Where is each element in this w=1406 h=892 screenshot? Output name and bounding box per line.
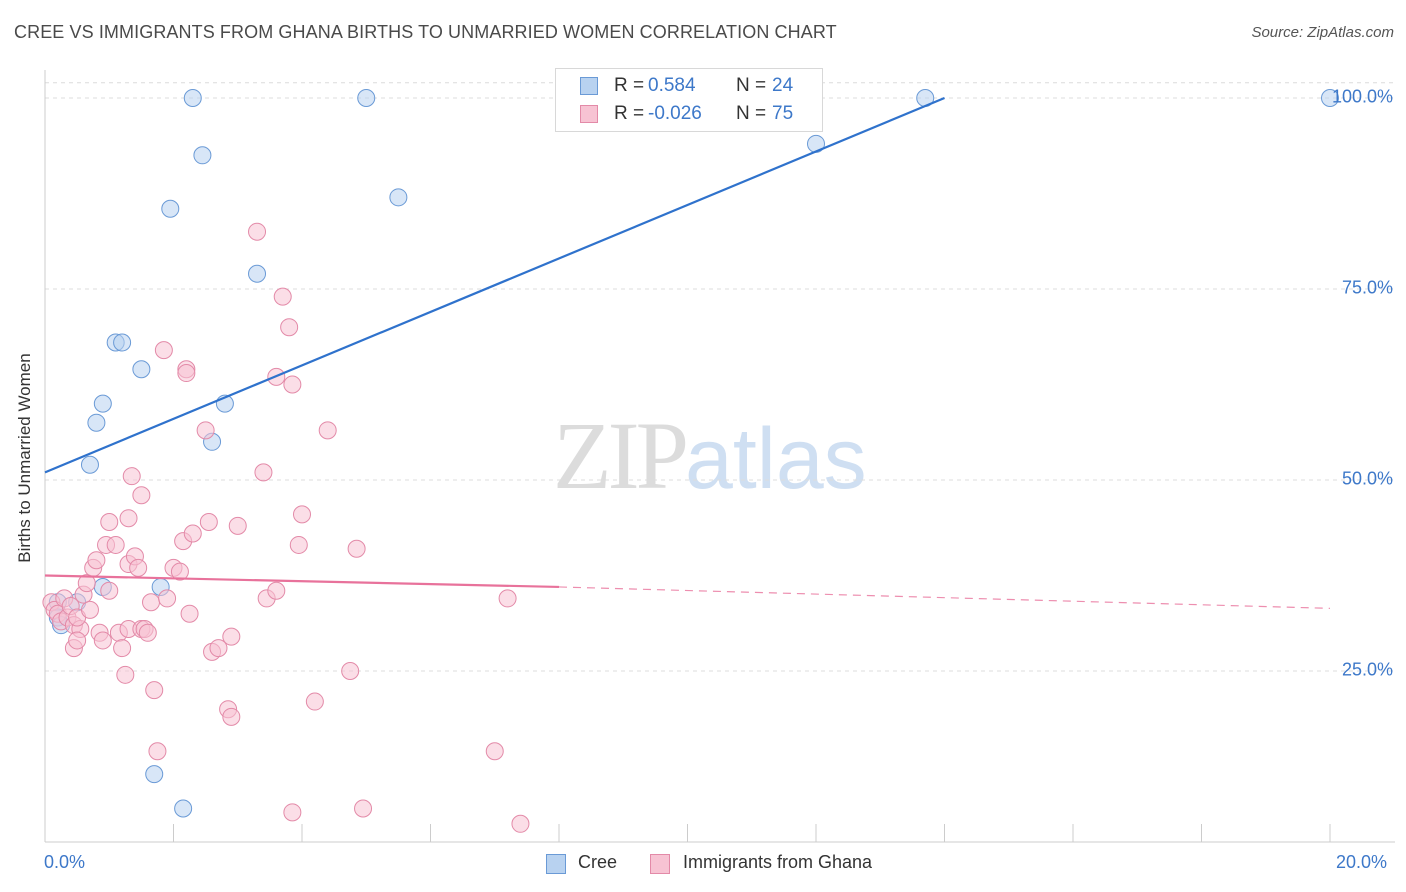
axes <box>44 70 1395 843</box>
r-label: R = <box>614 75 645 96</box>
n-value: 24 <box>772 75 794 96</box>
ghana-point <box>148 742 167 761</box>
ghana-point <box>209 639 228 658</box>
ghana-point <box>354 799 373 818</box>
ghana-point <box>129 558 148 577</box>
ghana-point <box>318 421 337 440</box>
bottom-legend-ghana-label: Immigrants from Ghana <box>683 852 873 872</box>
r-value: -0.026 <box>648 103 702 124</box>
ghana-point <box>222 627 241 646</box>
ghana-point <box>254 463 273 482</box>
ghana-point <box>100 513 119 532</box>
r-label: R = <box>614 103 645 124</box>
ghana-points <box>42 222 530 833</box>
cree-point <box>93 394 112 413</box>
cree-point <box>113 333 132 352</box>
ghana-point <box>289 535 308 554</box>
ghana-point <box>283 375 302 394</box>
x-tick-label-min: 0.0% <box>44 852 86 872</box>
ghana-point <box>177 364 196 383</box>
ghana-point <box>116 665 135 684</box>
ghana-point <box>199 513 218 532</box>
ghana-point <box>293 505 311 524</box>
cree-point <box>193 146 212 165</box>
ghana-trend-line-extension <box>558 586 1331 609</box>
source-label: Source: ZipAtlas.com <box>1251 24 1394 41</box>
cree-point <box>183 89 202 107</box>
gridlines <box>45 82 1395 672</box>
ghana-point <box>196 421 215 440</box>
ghana-point <box>498 589 517 608</box>
y-axis-label: Births to Unmarried Women <box>15 353 34 563</box>
y-tick-label: 100.0% <box>1331 86 1393 107</box>
ghana-point <box>93 631 112 650</box>
ghana-point <box>273 287 292 306</box>
cree-point <box>80 455 99 474</box>
ghana-point <box>267 581 286 600</box>
ghana-point <box>305 692 324 711</box>
ghana-point <box>248 222 267 241</box>
ghana-point <box>180 604 199 623</box>
ghana-point <box>347 539 366 558</box>
ghana-point <box>80 600 99 619</box>
ghana-point <box>485 742 504 761</box>
ghana-trend-line <box>44 574 560 589</box>
legend-row-cree: R = 0.584 N = 24 <box>556 73 822 99</box>
ghana-point <box>106 535 125 554</box>
ghana-point <box>280 318 299 337</box>
ghana-point <box>222 707 241 726</box>
cree-point <box>357 89 376 107</box>
ghana-swatch <box>580 105 598 123</box>
watermark-zip: ZIP <box>553 402 689 509</box>
n-value: 75 <box>772 103 794 124</box>
watermark-atlas: atlas <box>685 411 867 507</box>
ghana-point <box>158 589 177 608</box>
x-tick-label-max: 20.0% <box>1336 852 1388 872</box>
cree-point <box>161 199 180 218</box>
ghana-point <box>142 593 161 612</box>
bottom-legend-cree-label: Cree <box>578 852 618 872</box>
cree-points <box>48 89 1339 818</box>
ghana-point <box>119 509 138 528</box>
ghana-point <box>132 486 151 505</box>
cree-point <box>87 413 106 432</box>
ghana-point <box>145 681 164 700</box>
ghana-point <box>77 574 96 593</box>
ghana-point <box>68 631 87 650</box>
y-tick-label: 75.0% <box>1341 277 1393 298</box>
cree-trend-line <box>44 96 945 474</box>
bottom-legend-cree-swatch <box>546 854 566 874</box>
ghana-point <box>113 639 132 658</box>
n-label: N = <box>736 75 767 96</box>
ghana-point <box>228 516 247 535</box>
ghana-point <box>183 524 202 543</box>
cree-point <box>389 188 408 207</box>
cree-point <box>145 765 164 784</box>
y-tick-label: 50.0% <box>1341 468 1393 489</box>
ghana-point <box>122 467 141 486</box>
watermark: ZIPatlas <box>553 400 867 511</box>
bottom-legend-ghana-swatch <box>650 854 670 874</box>
ghana-point <box>511 814 530 833</box>
cree-point <box>132 360 151 379</box>
cree-point <box>174 799 193 818</box>
ghana-point <box>87 551 106 570</box>
ghana-point <box>100 581 119 600</box>
cree-point <box>1321 89 1339 107</box>
n-label: N = <box>736 103 767 124</box>
r-value: 0.584 <box>648 75 696 96</box>
cree-swatch <box>580 77 598 95</box>
ghana-point <box>170 562 189 581</box>
ghana-point <box>154 341 173 360</box>
y-tick-label: 25.0% <box>1341 659 1393 680</box>
correlation-legend: R = 0.584 N = 24 R = -0.026 N = 75 <box>555 68 823 132</box>
trend-lines <box>44 96 1331 609</box>
ghana-point <box>341 662 360 680</box>
ghana-point <box>283 803 302 822</box>
cree-point <box>248 264 267 283</box>
ghana-point <box>138 623 157 642</box>
legend-row-ghana: R = -0.026 N = 75 <box>556 101 822 127</box>
chart-title: CREE VS IMMIGRANTS FROM GHANA BIRTHS TO … <box>14 22 837 42</box>
